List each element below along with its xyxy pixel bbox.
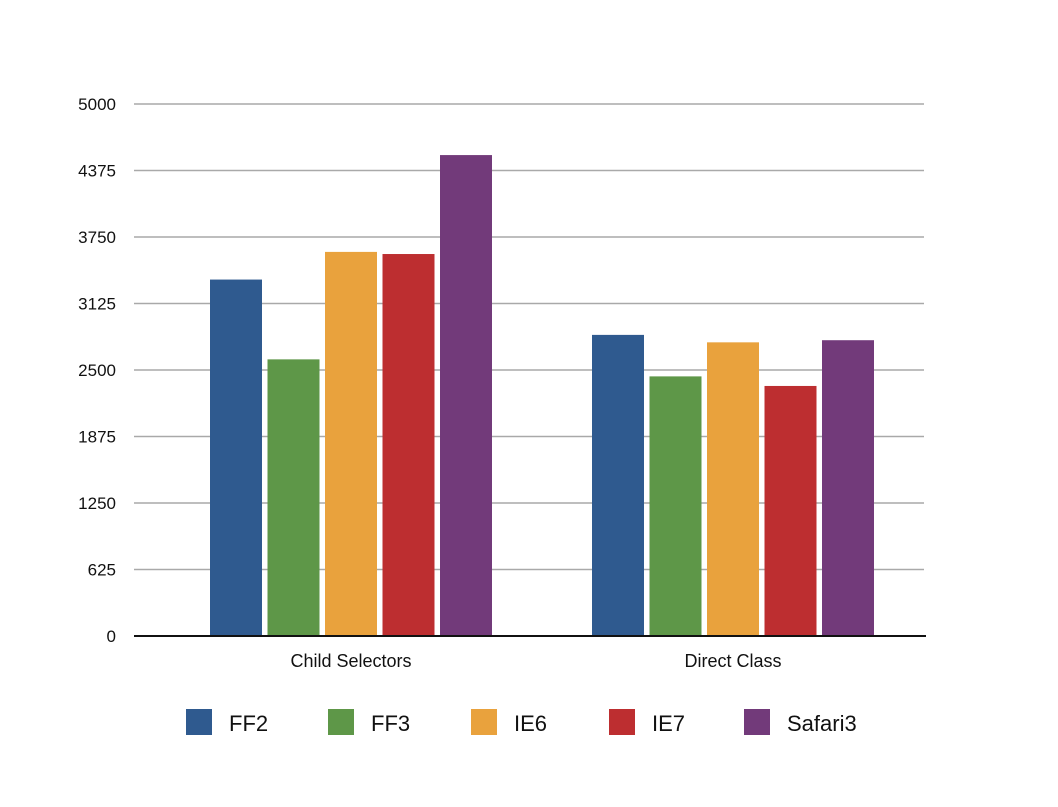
bar-safari3-direct-class bbox=[822, 340, 874, 636]
legend-swatch-ff2 bbox=[186, 709, 212, 735]
bars bbox=[210, 155, 874, 637]
x-tick-label: Direct Class bbox=[684, 651, 781, 671]
bar-ie7-child-selectors bbox=[382, 254, 435, 637]
legend-swatch-ff3 bbox=[328, 709, 354, 735]
bar-ff2-child-selectors bbox=[210, 279, 262, 636]
bar-safari3-child-selectors bbox=[440, 155, 492, 636]
bar-ie6-direct-class bbox=[707, 342, 759, 636]
y-tick-label: 0 bbox=[107, 627, 116, 646]
legend-label-ie6: IE6 bbox=[514, 711, 547, 736]
bar-ff2-direct-class bbox=[592, 334, 644, 636]
legend-label-ff3: FF3 bbox=[371, 711, 410, 736]
legend-swatch-ie6 bbox=[471, 709, 497, 735]
bar-ff3-direct-class bbox=[649, 376, 702, 636]
legend-label-ff2: FF2 bbox=[229, 711, 268, 736]
bar-ie6-child-selectors bbox=[325, 251, 377, 636]
y-tick-label: 625 bbox=[88, 561, 116, 580]
legend: FF2 FF3 IE6 IE7 Safari3 bbox=[186, 709, 857, 736]
x-tick-label: Child Selectors bbox=[290, 651, 411, 671]
y-tick-label: 4375 bbox=[78, 162, 116, 181]
y-tick-label: 1875 bbox=[78, 428, 116, 447]
legend-label-safari3: Safari3 bbox=[787, 711, 857, 736]
y-tick-label: 3750 bbox=[78, 228, 116, 247]
y-tick-label: 2500 bbox=[78, 361, 116, 380]
y-tick-label: 3125 bbox=[78, 295, 116, 314]
bar-ie7-direct-class bbox=[764, 385, 817, 636]
axes: 0 625 1250 1875 2500 3125 3750 4375 5000 Child Se… bbox=[78, 95, 926, 671]
legend-swatch-safari3 bbox=[744, 709, 770, 735]
y-tick-label: 1250 bbox=[78, 494, 116, 513]
legend-swatch-ie7 bbox=[609, 709, 635, 735]
grid-lines bbox=[134, 103, 924, 571]
y-tick-label: 5000 bbox=[78, 95, 116, 114]
legend-label-ie7: IE7 bbox=[652, 711, 685, 736]
bar-ff3-child-selectors bbox=[267, 359, 320, 636]
